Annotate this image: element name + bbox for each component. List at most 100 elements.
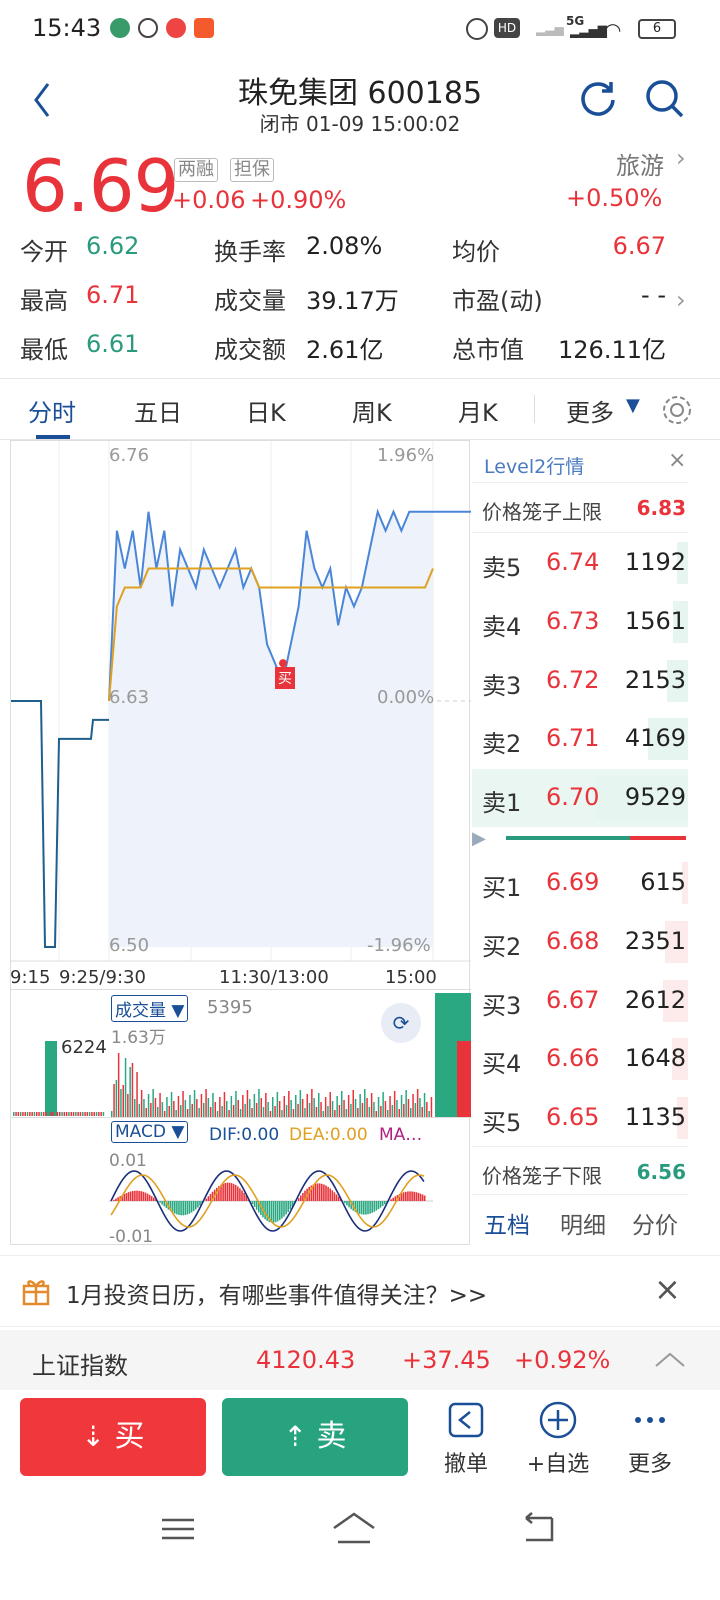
search-icon[interactable] [644,78,686,120]
sell-level-row[interactable]: 卖5 6.74 1192 [472,534,688,592]
volume-bar [327,1106,329,1117]
buy-level-row[interactable]: 买5 6.65 1135 [472,1089,688,1147]
index-name: 上证指数 [32,1352,128,1380]
price-line [108,508,433,702]
volume-bar [98,1112,100,1116]
wifi-icon: ◠ [604,18,622,42]
level2-title: Level2行情 [484,456,585,478]
stat-label: 均价 [452,238,500,266]
macd-indicator-select[interactable]: MACD ▼ [111,1121,189,1143]
settings-icon[interactable] [660,393,694,427]
volume-bar [134,1099,136,1117]
volume-bar [166,1097,168,1117]
buy-level-row[interactable]: 买3 6.67 2612 [472,972,688,1030]
volume-bar [61,1112,63,1116]
stat-label: 成交额 [214,336,286,364]
sell-level-row[interactable]: 卖1 6.70 9529 [472,769,688,828]
tab-price-volume[interactable]: 分价 [632,1213,678,1239]
buy-arrow-icon: ⇣ [81,1420,105,1453]
tab-five-day[interactable]: 五日 [134,399,182,427]
volume-bar [400,1095,403,1117]
volume-label: 成交量 [115,1001,166,1021]
volume-bar [235,1091,237,1117]
status-bar: 15:43 HD ▂▃▅ 5G ▂▃▅▇ ◠ 6 [0,0,720,56]
tab-detail[interactable]: 明细 [560,1213,606,1239]
more-button[interactable]: 更多 [610,1400,690,1478]
back-nav-icon[interactable] [518,1512,558,1544]
volume-bar [173,1101,175,1117]
macd-bar [241,1190,243,1201]
divider [472,1146,688,1147]
refresh-icon[interactable] [578,78,618,118]
macd-bar [220,1184,222,1201]
price-change-pct: +0.90% [250,186,347,214]
macd-bar [148,1194,151,1201]
macd-bar [258,1201,260,1213]
tab-five-level[interactable]: 五档 [484,1213,530,1239]
buy-level-row[interactable]: 买2 6.68 2351 [472,913,688,971]
volume-bar [191,1104,193,1117]
volume-bar [150,1103,152,1117]
chevron-up-icon[interactable] [654,1350,686,1370]
level-name: 买3 [482,991,522,1020]
buy-level-row[interactable]: 买4 6.66 1648 [472,1030,688,1088]
tab-more[interactable]: 更多 [566,399,614,427]
volume-bar [405,1090,407,1117]
level-name: 买2 [482,932,522,961]
play-icon[interactable]: ▶ [472,828,486,849]
buy-level-row[interactable]: 买1 6.69 615 [472,854,688,912]
add-watchlist-button[interactable]: +自选 [518,1400,598,1478]
volume-bar [318,1093,320,1117]
volume-bar [301,1099,304,1117]
signal-icon: ▂▃▅ [536,22,564,36]
sell-level-row[interactable]: 卖4 6.73 1561 [472,593,688,651]
volume-bar [253,1094,256,1117]
index-ticker[interactable]: 上证指数 4120.43 +37.45 +0.92% [0,1330,720,1390]
cancel-order-button[interactable]: 撤单 [426,1400,506,1478]
sell-level-row[interactable]: 卖3 6.72 2153 [472,652,688,710]
promo-banner[interactable]: 1月投资日历，有哪些事件值得关注？>> × [0,1255,720,1327]
y-axis-mid: 6.63 [109,687,150,708]
menu-icon[interactable] [160,1514,196,1544]
volume-bar [177,1096,180,1117]
volume-bar [398,1109,400,1117]
cancel-order-icon [448,1402,484,1438]
rotate-icon[interactable]: ⟳ [381,1003,421,1043]
buy-button[interactable]: ⇣ 买 [20,1398,206,1476]
back-icon[interactable] [30,80,54,120]
buy-marker[interactable]: 买 [275,667,295,689]
page-title: 珠免集团 600185 [237,76,483,111]
volume-bar [56,1112,59,1116]
macd-bar [226,1182,229,1201]
macd-bar [337,1196,340,1201]
volume-bar [127,1094,129,1117]
intraday-chart[interactable]: 6.76 6.63 6.50 1.96% 0.00% -1.96% 买 9:15… [10,440,471,1247]
sell-level-row[interactable]: 卖2 6.71 4169 [472,710,688,768]
tab-daily-k[interactable]: 日K [246,399,286,427]
volume-bar [306,1094,308,1117]
volume-indicator-select[interactable]: 成交量 ▼ [111,995,189,1022]
volume-bar [239,1109,242,1117]
sector-link[interactable]: 旅游 [616,152,664,180]
dropdown-icon[interactable]: ▼ [626,395,640,416]
volume-bar [84,1112,86,1116]
tab-monthly-k[interactable]: 月K [458,399,498,427]
sell-button[interactable]: ⇡ 卖 [222,1398,408,1476]
chevron-right-icon[interactable]: › [676,286,686,314]
stat-value: 6.67 [612,232,666,260]
tab-intraday[interactable]: 分时 [28,399,76,427]
volume-bar [249,1099,251,1117]
volume-bar [42,1112,45,1116]
stock-header: 珠免集团 600185 闭市 01-09 15:00:02 [0,56,720,146]
close-icon[interactable]: × [668,448,687,473]
macd-bar [169,1201,172,1212]
volume-bar [214,1102,216,1117]
tab-weekly-k[interactable]: 周K [352,399,392,427]
close-icon[interactable]: × [654,1270,681,1308]
volume-bar [430,1097,433,1117]
volume-bar [49,1112,52,1116]
lower-limit-value: 6.56 [636,1160,686,1184]
home-icon[interactable] [330,1510,378,1546]
volume-bar [350,1104,352,1117]
volume-bar [255,1103,258,1117]
